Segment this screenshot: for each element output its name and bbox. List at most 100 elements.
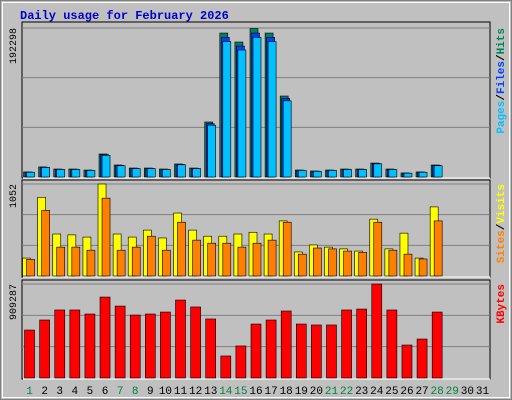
bar xyxy=(311,324,322,379)
legend-entry: Pages xyxy=(496,101,508,134)
bar xyxy=(237,246,247,277)
bar xyxy=(313,247,322,277)
legend-entry: Sites xyxy=(496,230,508,263)
x-tick-label: 19 xyxy=(295,386,308,398)
bar xyxy=(343,250,352,277)
x-tick-label: 20 xyxy=(310,386,323,398)
bar xyxy=(313,171,322,178)
bar xyxy=(388,249,398,277)
bar xyxy=(222,41,232,178)
bar xyxy=(222,242,232,277)
bar xyxy=(192,168,201,178)
x-tick-label: 30 xyxy=(461,386,474,398)
bar xyxy=(147,168,156,178)
x-tick-label: 25 xyxy=(385,386,398,398)
bar xyxy=(131,246,141,277)
bar xyxy=(24,329,35,379)
bar xyxy=(433,165,443,178)
bar xyxy=(416,338,428,379)
bar xyxy=(71,169,81,178)
x-tick-label: 13 xyxy=(204,386,217,398)
x-tick-label: 6 xyxy=(102,386,109,398)
bar xyxy=(431,311,443,379)
bar xyxy=(220,355,232,379)
x-tick-label: 15 xyxy=(234,386,247,398)
legend: Pages/Files/Hits xyxy=(496,28,508,134)
bar xyxy=(267,239,277,277)
y-tick-label: 192298 xyxy=(9,28,20,64)
bar xyxy=(41,210,50,277)
bar xyxy=(341,309,352,379)
bar xyxy=(147,235,156,277)
bar xyxy=(388,169,398,178)
bar xyxy=(358,169,367,178)
bar xyxy=(129,314,141,379)
bar xyxy=(131,168,141,178)
bar xyxy=(177,221,186,277)
bar xyxy=(328,248,337,277)
bar xyxy=(282,100,292,178)
bar xyxy=(373,163,383,178)
x-tick-label: 7 xyxy=(117,386,124,398)
y-tick-label: 1052 xyxy=(9,184,20,208)
bar xyxy=(116,249,126,277)
x-tick-label: 8 xyxy=(132,386,139,398)
bar xyxy=(145,313,156,379)
legend-entry: Visits xyxy=(496,184,508,224)
bar xyxy=(192,239,201,277)
bar xyxy=(162,169,171,178)
x-tick-label: 12 xyxy=(189,386,202,398)
bar xyxy=(116,165,126,178)
chart-title: Daily usage for February 2026 xyxy=(20,9,229,23)
legend: Sites/Visits xyxy=(496,184,508,263)
bar xyxy=(207,124,217,178)
bar xyxy=(403,172,413,178)
bar xyxy=(26,259,35,277)
x-tick-label: 21 xyxy=(325,386,339,398)
bar xyxy=(267,41,277,178)
bar xyxy=(403,253,413,277)
x-tick-label: 16 xyxy=(249,386,262,398)
bar xyxy=(56,246,66,277)
bar xyxy=(297,170,307,178)
bar xyxy=(86,249,96,277)
legend-separator: / xyxy=(496,94,508,101)
bar xyxy=(101,197,111,277)
bar xyxy=(26,171,35,178)
legend-separator: / xyxy=(496,54,508,61)
bar xyxy=(371,283,383,379)
bar xyxy=(343,169,352,178)
bar xyxy=(237,49,247,178)
bar xyxy=(99,296,111,379)
x-tick-label: 4 xyxy=(72,386,79,398)
bar xyxy=(207,242,217,277)
bar xyxy=(328,170,337,178)
x-tick-label: 3 xyxy=(56,386,63,398)
legend-entry: Hits xyxy=(496,28,508,54)
bar xyxy=(71,246,81,277)
bar xyxy=(235,345,247,379)
bar xyxy=(280,310,292,379)
x-tick-label: 24 xyxy=(370,386,384,398)
bar xyxy=(356,308,367,379)
bar xyxy=(250,323,262,379)
x-tick-label: 31 xyxy=(476,386,490,398)
bar xyxy=(86,170,96,178)
bar xyxy=(162,249,171,277)
x-tick-label: 11 xyxy=(174,386,188,398)
bar xyxy=(418,258,428,277)
x-tick-label: 14 xyxy=(219,386,233,398)
x-tick-label: 26 xyxy=(400,386,413,398)
bar xyxy=(175,299,186,379)
bar xyxy=(373,221,383,277)
bar xyxy=(84,313,96,379)
legend-entry: KBytes xyxy=(496,284,508,324)
bar xyxy=(54,309,66,379)
legend-entry: Files xyxy=(496,61,508,94)
x-tick-label: 27 xyxy=(415,386,428,398)
bar xyxy=(41,167,50,178)
x-tick-label: 18 xyxy=(280,386,293,398)
bar xyxy=(295,323,307,379)
legend: KBytes xyxy=(496,284,508,324)
